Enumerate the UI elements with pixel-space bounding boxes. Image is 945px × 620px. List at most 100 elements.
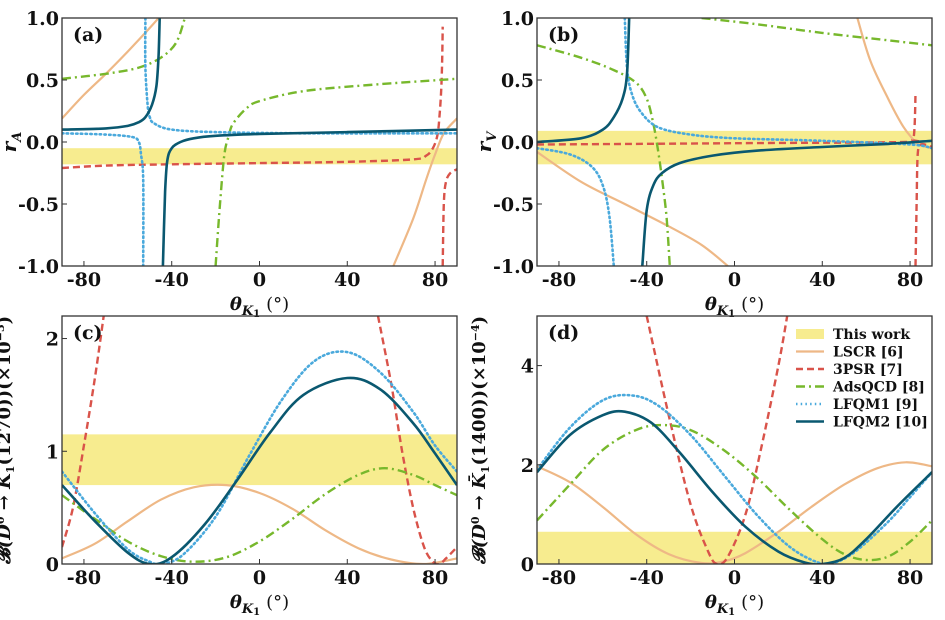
x-tick-label: -80 [542, 269, 576, 291]
series-lfqm2-segment-0 [62, 376, 457, 564]
y-tick-label: 1 [46, 441, 59, 463]
x-tick-label: 80 [897, 567, 923, 589]
series-lfqm2-segment-0 [62, 18, 161, 131]
legend-item-3psr: 3PSR [7] [796, 362, 903, 378]
y-tick-label: 0.0 [26, 132, 59, 154]
x-tick-label: 80 [422, 567, 448, 589]
y-axis-label: 𝓑(D0 → K̄1(1400))(×10−4) [468, 316, 492, 565]
x-tick-label: 40 [334, 269, 360, 291]
series-3psr-segment-1 [376, 316, 457, 564]
legend-item-lfqm1: LFQM1 [9] [796, 397, 918, 413]
y-tick-label: -0.5 [18, 194, 59, 216]
panel-b: -80 -40 0 40 80 -1.0 -0.5 0.0 0.5 1.0 (b) θK1 (°) rV [472, 8, 933, 320]
legend-item-band: This work [796, 327, 910, 343]
legend-item-lscr: LSCR [6] [796, 345, 904, 361]
series-3psr-segment-1 [441, 168, 457, 266]
series-lfqm2-segment-1 [641, 139, 932, 266]
panel-c: -80 -40 0 40 80 0 1 2 (c) θK1(°) 𝓑(D0 → K̄1(1270))… [0, 315, 458, 618]
y-tick-label: 0 [46, 554, 59, 576]
legend-item-lfqm2: LFQM2 [10] [796, 415, 928, 431]
legend-label: LFQM1 [9] [833, 397, 918, 413]
x-tick-label: 80 [897, 269, 923, 291]
y-axis-label: 𝓑(D0 → K̄1(1270))(×10−3) [0, 316, 17, 565]
x-tick-label: -80 [67, 567, 101, 589]
x-tick-label: -40 [630, 567, 664, 589]
legend-label: This work [833, 327, 910, 343]
series-lscr-segment-0 [537, 150, 729, 266]
y-tick-label: 1.0 [26, 8, 59, 30]
y-tick-label: -0.5 [493, 194, 534, 216]
series-adsqcd-segment-0 [537, 423, 932, 562]
series-adsqcd-segment-0 [537, 44, 671, 266]
this-work-band [537, 130, 932, 165]
series-group [62, 316, 457, 564]
x-tick-label: 0 [728, 269, 741, 291]
series-lfqm2-segment-1 [161, 128, 457, 266]
series-lfqm1-segment-0 [62, 350, 457, 564]
x-tick-label: 40 [809, 567, 835, 589]
x-axis-label: θK1 (°) [705, 294, 764, 320]
y-tick-label: 0.0 [501, 132, 534, 154]
series-lfqm1-segment-0 [537, 393, 932, 564]
legend-swatch [796, 329, 824, 339]
y-tick-label: 1.0 [501, 8, 534, 30]
series-3psr-segment-0 [62, 316, 105, 548]
series-3psr-segment-0 [62, 26, 444, 170]
legend-label: LFQM2 [10] [833, 415, 928, 431]
panel-label: (c) [73, 322, 103, 344]
series-adsqcd-segment-1 [214, 77, 457, 266]
x-tick-label: 40 [809, 269, 835, 291]
panel-label: (d) [548, 322, 579, 344]
panel-label: (a) [73, 24, 103, 46]
series-group [537, 18, 932, 266]
series-adsqcd-segment-1 [701, 18, 932, 47]
y-tick-label: 0 [521, 554, 534, 576]
y-tick-label: 0.5 [26, 70, 59, 92]
series-lfqm1-segment-0 [623, 18, 932, 150]
panel-a: -80 -40 0 40 80 -1.0 -0.5 0.0 0.5 1.0 (a) θK1(°) rA [0, 8, 458, 320]
series-adsqcd-segment-0 [62, 466, 457, 563]
x-tick-label: 0 [253, 567, 266, 589]
series-lscr-segment-1 [856, 18, 932, 150]
y-tick-label: -1.0 [493, 256, 534, 278]
legend-label: LSCR [6] [833, 345, 904, 361]
series-adsqcd-segment-0 [62, 18, 187, 80]
y-tick-label: 2 [46, 329, 59, 351]
legend-item-adsqcd: AdsQCD [8] [796, 380, 925, 396]
series-lscr-segment-0 [62, 483, 457, 564]
x-tick-label: 0 [728, 567, 741, 589]
this-work-band [62, 434, 457, 486]
series-lfqm1-segment-1 [537, 146, 616, 266]
x-tick-label: 40 [334, 567, 360, 589]
series-lscr-segment-0 [537, 461, 932, 564]
x-axis-label: θK1 (°) [230, 592, 289, 618]
x-tick-label: 80 [422, 269, 448, 291]
series-3psr-segment-1 [914, 143, 932, 266]
x-tick-label: 0 [253, 269, 266, 291]
x-tick-label: -40 [155, 269, 189, 291]
y-axis-label: rA [0, 132, 25, 153]
series-lfqm1-segment-1 [62, 132, 145, 266]
panel-d: -80 -40 0 40 80 0 2 4 (d) θK1 (°) 𝓑(D0 → K̄1(1400))… [468, 315, 933, 618]
legend-label: 3PSR [7] [833, 362, 903, 378]
y-tick-label: 0.5 [501, 70, 534, 92]
series-3psr-segment-0 [645, 316, 789, 564]
series-lscr-segment-1 [392, 117, 457, 266]
legend-label: AdsQCD [8] [832, 380, 925, 396]
x-axis-label: θK1 (°) [705, 592, 764, 618]
series-group [62, 18, 457, 266]
legend: This work LSCR [6]3PSR [7] AdsQCD [8]LFQM1… [796, 327, 928, 431]
y-axis-label: rV [472, 130, 500, 153]
series-lscr-segment-0 [62, 18, 160, 120]
panel-label: (b) [548, 24, 579, 46]
axes-frame [61, 17, 458, 267]
this-work-band [62, 148, 457, 165]
y-tick-label: 2 [521, 455, 534, 477]
x-tick-label: -40 [155, 567, 189, 589]
x-tick-label: -80 [542, 567, 576, 589]
y-tick-label: 4 [521, 356, 534, 378]
x-tick-label: -80 [67, 269, 101, 291]
x-axis-label: θK1 (°) [230, 294, 289, 320]
series-group [537, 316, 932, 564]
